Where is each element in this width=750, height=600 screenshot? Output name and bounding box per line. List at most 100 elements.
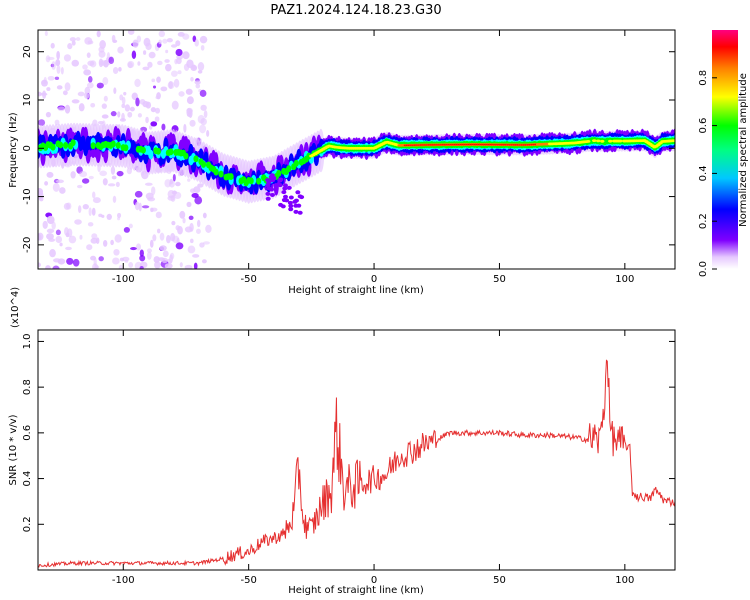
snr-ytick-label: 0.8 [22,379,33,395]
spectrogram-noise-blob [178,91,185,97]
spectrogram-ridge-core [672,139,675,143]
spectrogram-noise-blob [203,110,208,118]
colorbar-ticks: 0.0 0.2 0.4 0.6 0.8 [698,70,717,277]
spectrogram-ridge-cell [140,146,146,154]
spectrogram-noise-blob [176,57,182,65]
spectrogram-noise-blob [187,178,191,182]
spectrogram-noise-blob [150,107,157,113]
spectrogram-branch-blob [295,190,301,195]
spectrogram-noise-blob [108,56,115,65]
spectrogram-noise-blob [146,251,152,260]
spectrogram-noise-blob [128,223,133,229]
spectrogram-noise-blob [134,78,141,88]
spectrogram-noise-blob [154,261,161,269]
spectrogram-noise-blob [143,50,147,55]
spectrogram-noise-blob [96,82,104,89]
spectrogram-noise-blob [117,111,121,118]
spectrogram-branch-blob [288,207,294,212]
spectrogram-noise-blob [55,229,61,236]
spectrogram-noise-blob [86,82,94,89]
spectrogram-ridge-cell [110,140,116,148]
spectrogram-xtick-label: -100 [112,274,135,285]
spectrogram-noise-blob [113,87,117,94]
spectrogram-ridge-core [608,139,613,143]
spectrogram-ridge-cell [50,143,56,151]
spectrogram-xtick-label: -50 [240,274,256,285]
spectrogram-noise-blob [164,59,170,63]
spectrogram-ridge-core [618,139,623,143]
spectrogram-noise-blob [57,258,66,265]
spectrogram-ridge-cell [168,148,174,156]
spectrogram-noise-blob [64,104,71,114]
spectrogram-noise-blob [196,219,201,228]
spectrogram-ridge-cell [293,159,299,167]
spectrogram-noise-blob [63,202,71,210]
spectrogram-noise-blob [197,70,203,74]
spectrogram-noise-blob [99,170,108,177]
spectrogram-ridge-core [600,139,605,143]
spectrogram-noise-blob [77,184,83,189]
spectrogram-noise-blob [185,88,193,95]
spectrogram-noise-blob [103,95,108,102]
spectrogram-noise-blob [142,100,149,108]
spectrogram-branch-blob [281,198,287,203]
spectrogram-noise-blob [86,244,93,251]
spectrogram-noise-blob [206,130,210,137]
spectrogram-noise-blob [56,179,64,184]
spectrogram-noise-blob [182,33,190,40]
spectrogram-branch-blob [287,200,293,205]
spectrogram-noise-blob [43,76,47,84]
spectrogram-ridge-cell [306,152,312,160]
spectrogram-noise-blob [186,201,192,208]
spectrogram-noise-blob [46,87,51,91]
spectrogram-ridge-cell [218,170,224,178]
spectrogram-noise-blob [90,103,96,108]
spectrogram-noise-blob [54,119,60,126]
spectrogram-noise-blob [78,103,85,112]
spectrogram-noise-blob [195,83,201,89]
spectrogram-noise-blob [131,50,137,60]
spectrogram-noise-blob [130,246,137,251]
spectrogram-noise-blob [166,235,171,244]
spectrogram-noise-blob [46,215,55,225]
spectrogram-noise-blob [106,213,112,221]
spectrogram-ridge-cell [115,141,121,149]
spectrogram-ridge-cell [183,152,189,160]
spectrogram-noise-blob [171,70,178,77]
spectrogram-noise-blob [194,80,201,85]
spectrogram-noise-blob [99,40,106,49]
spectrogram-branch-blob [270,178,276,183]
spectrogram-noise-blob [186,59,194,69]
spectrogram-noise-blob [70,171,76,179]
spectrogram-noise-blob [38,119,46,126]
spectrogram-noise-blob [71,59,80,67]
spectrogram-noise-blob [175,40,181,47]
spectrogram-noise-blob [124,104,131,112]
spectrogram-noise-blob [147,61,153,68]
colorbar-label: Normalized spectral amplitude [738,73,749,227]
spectrogram-noise-blob [143,37,151,47]
spectrogram-noise-blob [147,197,156,202]
spectrogram-noise-blob [141,205,150,209]
spectrogram-ridge-cell [62,142,69,149]
spectrogram-branch-blob [297,194,303,199]
spectrogram-noise-blob [69,37,77,42]
spectrogram-ridge-cell [57,141,64,149]
spectrogram-noise-blob [189,119,196,127]
spectrogram-noise-blob [46,233,54,240]
snr-ytick-label: 0.6 [22,425,33,441]
snr-xtick-label: 100 [615,575,634,586]
spectrogram-ridge-cell [286,165,292,173]
spectrogram-noise-blob [151,186,156,196]
spectrogram-noise-blob [154,116,160,122]
spectrogram-noise-blob [112,257,120,265]
spectrogram-noise-blob [110,111,117,117]
spectrogram-noise-blob [56,65,61,74]
spectrogram-noise-blob [161,257,168,264]
spectrogram-branch-blob [282,194,288,199]
spectrogram-noise-blob [137,113,142,118]
spectrogram-ridge-cell [256,177,262,185]
spectrogram-noise-blob [139,249,144,257]
spectrogram-noise-blob [159,245,167,251]
